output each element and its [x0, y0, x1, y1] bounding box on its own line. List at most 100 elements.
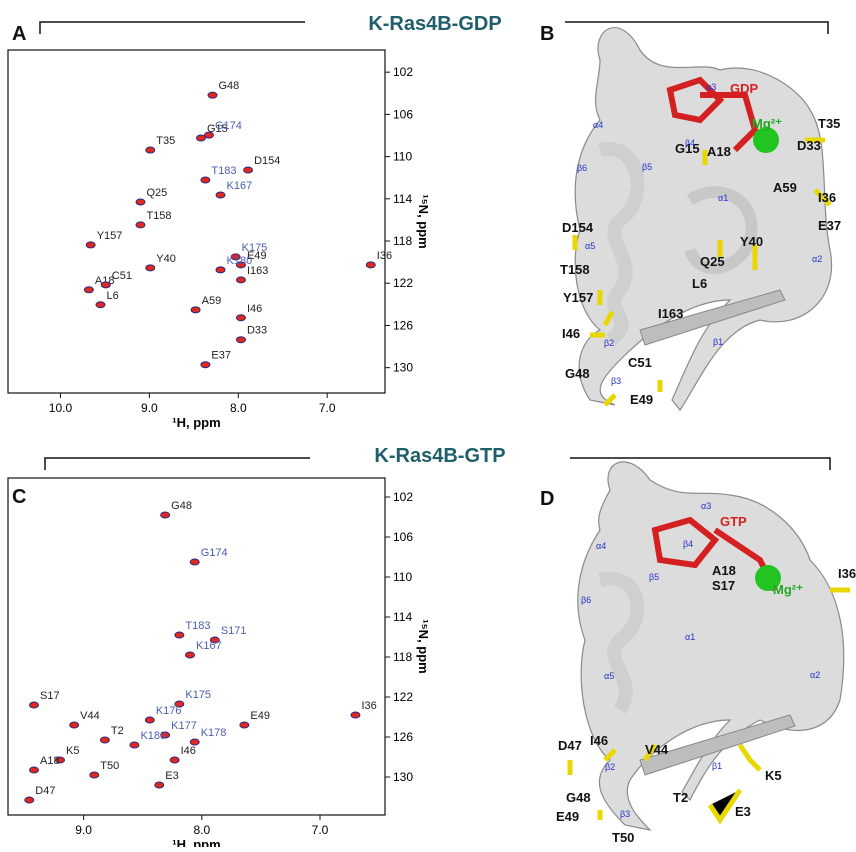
x-axis-label: ¹H, ppm: [172, 415, 220, 430]
residue-label: D33: [797, 138, 821, 153]
peak-label: K180: [227, 255, 253, 267]
bracket: [570, 457, 831, 470]
peak-label: K175: [242, 242, 268, 254]
residue-label: A59: [773, 180, 797, 195]
peak: [135, 221, 146, 229]
peak-label: T183: [211, 165, 236, 177]
peak: [83, 286, 94, 294]
residue-label: I46: [590, 733, 608, 748]
peak-label: G48: [171, 500, 192, 512]
residue-label: V44: [645, 742, 669, 757]
residue-label: D47: [558, 738, 582, 753]
y-tick-label: 110: [393, 150, 412, 164]
residue-label: K5: [765, 768, 782, 783]
peak: [195, 134, 206, 142]
peak-label: T158: [146, 210, 171, 222]
peak-label: Q25: [146, 187, 167, 199]
peak-label: T50: [100, 760, 119, 772]
x-tick-label: 10.0: [49, 401, 73, 415]
y-tick-label: 106: [393, 107, 413, 121]
peak-label: E49: [250, 710, 270, 722]
peak: [160, 511, 171, 519]
peak-label: K167: [227, 180, 253, 192]
residue-label: E3: [735, 804, 751, 819]
peak: [235, 276, 246, 284]
ss-label: β5: [649, 572, 659, 582]
peak: [174, 700, 185, 708]
residue-label: A18: [707, 144, 731, 159]
peak: [365, 261, 376, 269]
peak: [209, 636, 220, 644]
residue-label: L6: [692, 276, 707, 291]
peak: [235, 261, 246, 269]
peak: [203, 131, 214, 139]
y-tick-label: 130: [393, 770, 413, 784]
panel-letter: D: [540, 488, 554, 510]
residue-label: G15: [675, 141, 700, 156]
residue-label: I36: [838, 566, 856, 581]
residue-label: Mg²⁺: [752, 116, 782, 131]
y-tick-label: 126: [393, 318, 413, 332]
peak-label: K178: [201, 727, 227, 739]
ss-label: α1: [718, 193, 728, 203]
peak: [189, 558, 200, 566]
y-axis-label: ¹⁵N, ppm: [416, 194, 431, 249]
peak-label: G174: [215, 120, 242, 132]
header: K-Ras4B-GTP: [374, 445, 505, 467]
ss-label: β2: [605, 762, 615, 772]
peak: [85, 241, 96, 249]
bracket: [565, 21, 829, 34]
peak-label: G48: [219, 80, 240, 92]
ss-label: β1: [712, 761, 722, 771]
peak: [154, 781, 165, 789]
peak: [190, 306, 201, 314]
residue-label: T2: [673, 790, 688, 805]
peak: [189, 738, 200, 746]
peak: [235, 336, 246, 344]
peak: [174, 631, 185, 639]
y-axis-label: ¹⁵N, ppm: [416, 619, 431, 674]
residue-label: E37: [818, 218, 841, 233]
y-tick-label: 102: [393, 490, 413, 504]
peak: [207, 91, 218, 99]
peak-label: S171: [221, 625, 247, 637]
x-tick-label: 7.0: [319, 401, 336, 415]
y-tick-label: 118: [393, 650, 412, 664]
header: K-Ras4B-GDP: [368, 13, 501, 35]
panel-letter: B: [540, 23, 554, 45]
y-tick-label: 114: [393, 610, 412, 624]
ss-label: α1: [685, 632, 695, 642]
residue-label: E49: [556, 809, 579, 824]
residue-label: Mg²⁺: [773, 582, 803, 597]
x-tick-label: 9.0: [141, 401, 158, 415]
peak: [69, 721, 80, 729]
peak: [185, 651, 195, 659]
peak: [89, 771, 100, 779]
peak-label: D33: [247, 325, 267, 337]
residue-label: I163: [658, 306, 683, 321]
y-tick-label: 122: [393, 690, 413, 704]
peak: [29, 766, 39, 774]
peak-label: S17: [40, 690, 60, 702]
peak-label: E3: [165, 770, 178, 782]
y-tick-label: 130: [393, 361, 413, 375]
residue-label: GTP: [720, 514, 747, 529]
residue-label: I46: [562, 326, 580, 341]
residue-label: Y40: [740, 234, 763, 249]
ss-label: β2: [604, 338, 614, 348]
y-tick-label: 114: [393, 192, 412, 206]
peak: [99, 736, 110, 744]
ss-label: α5: [604, 671, 614, 681]
residue-label: T50: [612, 830, 634, 845]
structure-cartoon: [572, 27, 833, 412]
peak-label: A59: [202, 295, 222, 307]
panel-letter: A: [12, 23, 26, 45]
peak: [350, 711, 361, 719]
structure-labels: GDP Mg²⁺ T35 D33 G15 A18 A59 I36 E37 D154 Y40 Q25 T1…: [556, 81, 856, 845]
ss-label: β3: [620, 809, 630, 819]
bracket: [44, 457, 310, 470]
ss-label: β4: [683, 539, 693, 549]
x-tick-label: 8.0: [230, 401, 247, 415]
x-tick-label: 7.0: [312, 823, 329, 837]
